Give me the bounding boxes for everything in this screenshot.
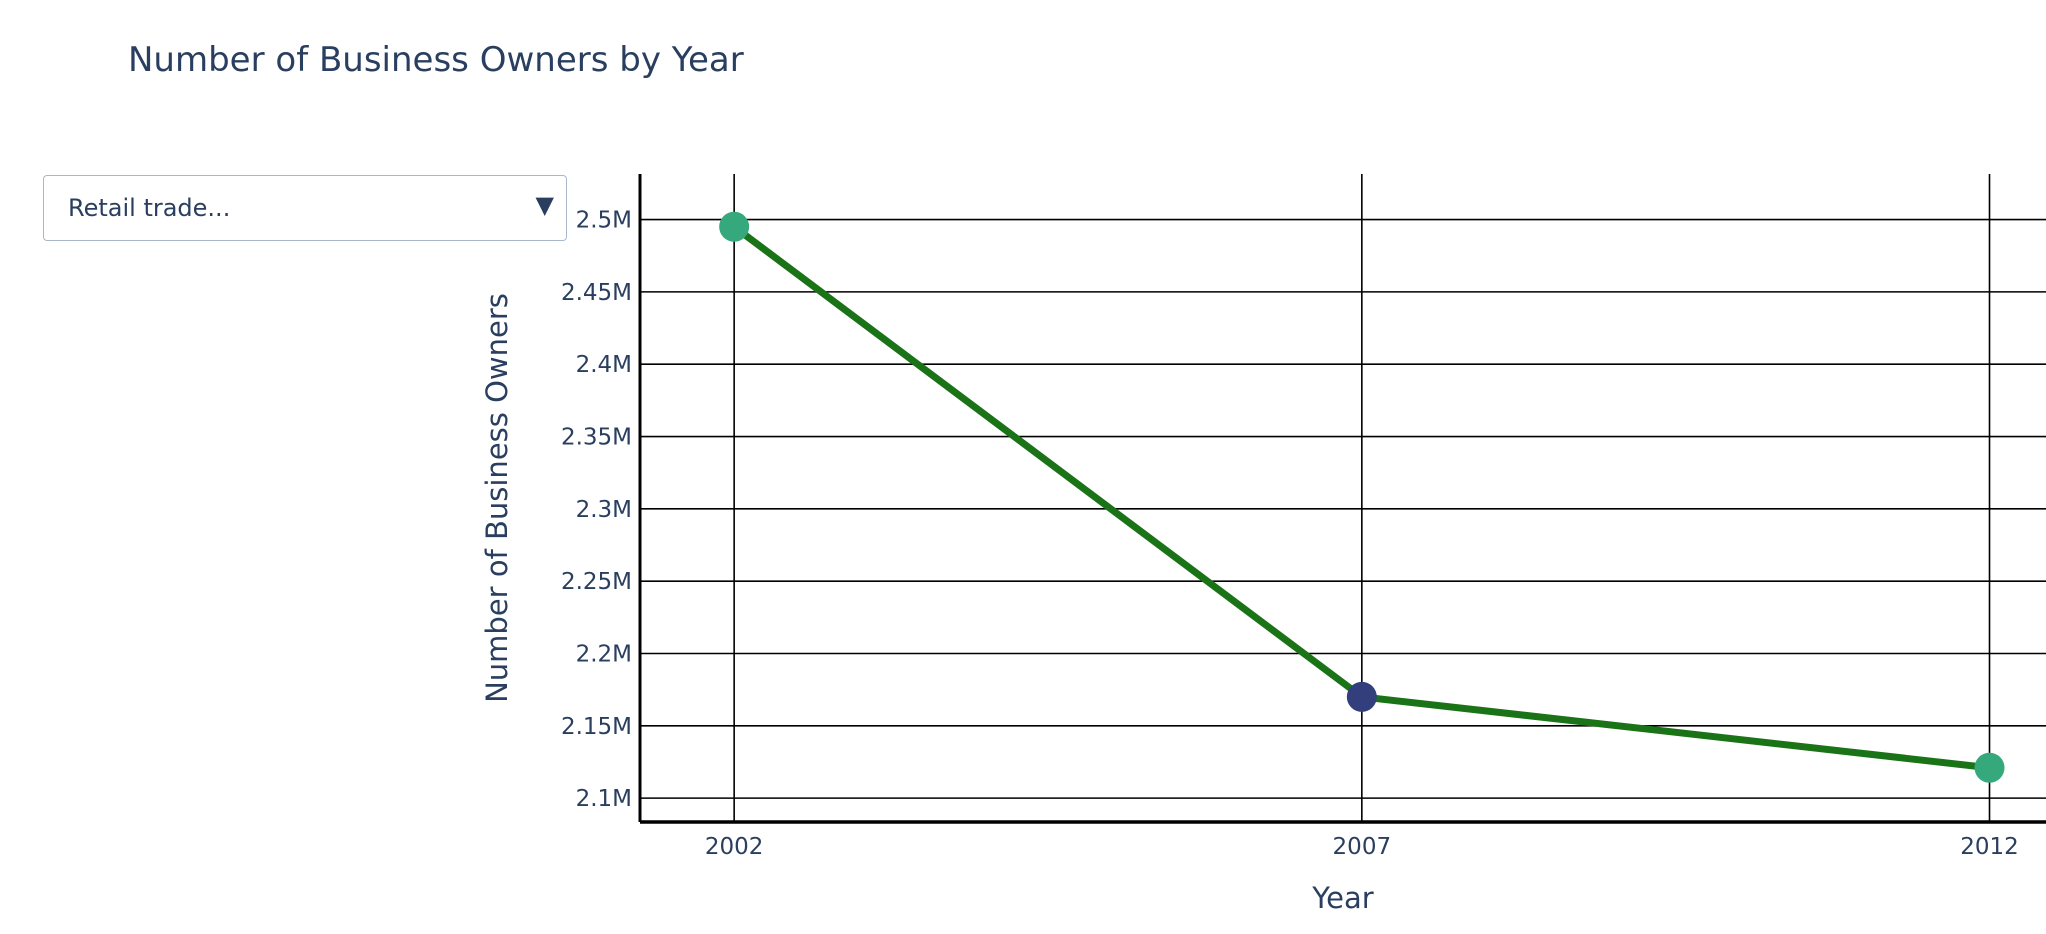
y-tick-label: 2.1M [576,786,632,812]
y-tick-label: 2.45M [561,280,632,306]
dropdown-selected-value: Retail trade... [68,194,231,222]
y-tick-label: 2.3M [576,497,632,523]
y-tick-label: 2.2M [576,641,632,667]
y-tick-label: 2.35M [561,425,632,451]
y-tick-labels: 2.1M 2.15M 2.2M 2.25M 2.3M 2.35M 2.4M 2.45M 2.5M [561,208,632,813]
series [719,211,2005,783]
x-tick-labels: 2002 2007 2012 [705,834,2019,860]
y-tick-label: 2.15M [561,714,632,740]
industry-dropdown[interactable]: Retail trade... ▼ [43,175,567,241]
axes [638,174,2046,824]
data-point [1346,681,1377,712]
x-tick-label: 2002 [705,834,764,860]
chart-title: Number of Business Owners by Year [128,40,744,80]
y-tick-label: 2.25M [561,569,632,595]
data-point [1974,752,2005,783]
y-axis-title: Number of Business Owners [480,293,514,703]
y-tick-label: 2.5M [576,208,632,234]
y-tick-label: 2.4M [576,352,632,378]
x-tick-label: 2007 [1333,834,1392,860]
grid-lines [640,174,2046,822]
x-axis-title: Year [1311,881,1373,915]
chevron-down-icon[interactable]: ▼ [535,191,554,219]
data-point [719,211,750,242]
x-tick-label: 2012 [1960,834,2019,860]
